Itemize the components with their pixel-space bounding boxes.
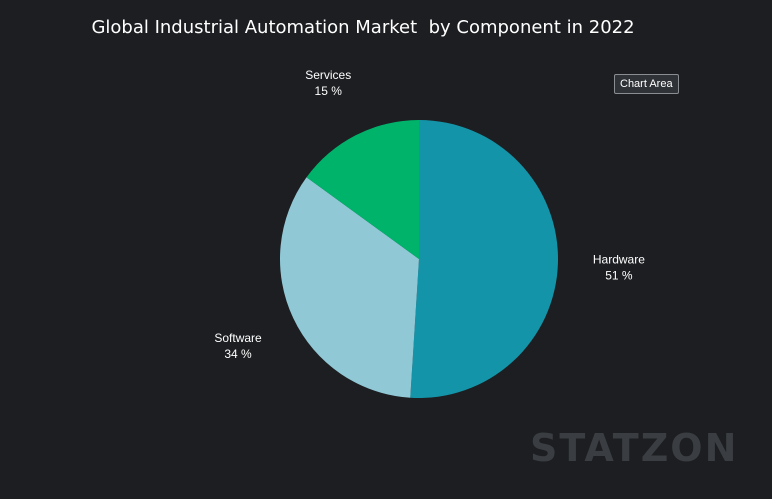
slice-label-software-value: 34 %	[224, 347, 252, 361]
pie-slice-services[interactable]	[306, 120, 419, 259]
statzon-watermark-logo: STATZON	[530, 426, 739, 470]
slice-label-services-name: Services	[305, 68, 351, 82]
pie-slice-software[interactable]	[280, 177, 419, 398]
chart-area-tooltip: Chart Area	[614, 74, 679, 94]
slice-label-services-value: 15 %	[315, 84, 343, 98]
chart-title: Global Industrial Automation Market by C…	[91, 17, 635, 38]
pie-slice-hardware[interactable]	[410, 120, 559, 399]
slice-label-hardware-name: Hardware	[593, 252, 645, 266]
slice-label-software-name: Software	[214, 331, 262, 345]
slice-label-hardware-value: 51 %	[605, 268, 633, 282]
